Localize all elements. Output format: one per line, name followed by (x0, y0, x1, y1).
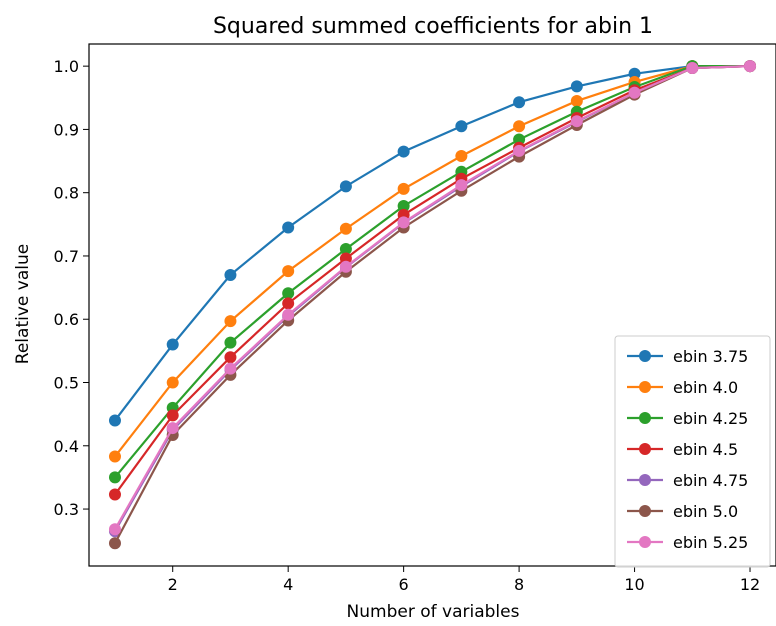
data-point-s2-p3 (282, 287, 295, 300)
legend-label-0: ebin 3.75 (673, 347, 748, 366)
data-point-s6-p1 (166, 422, 179, 435)
y-tick-label: 0.8 (54, 184, 79, 203)
data-point-s1-p6 (455, 149, 468, 162)
data-point-s6-p10 (686, 62, 699, 75)
data-point-s2-p7 (513, 133, 526, 146)
y-tick-label: 0.9 (54, 120, 79, 139)
data-point-s6-p5 (397, 216, 410, 229)
data-point-s6-p4 (339, 260, 352, 273)
data-point-s1-p2 (224, 315, 237, 328)
data-point-s0-p0 (108, 414, 121, 427)
data-point-s0-p4 (339, 180, 352, 193)
y-tick-label: 1.0 (54, 57, 79, 76)
data-point-s0-p8 (570, 80, 583, 93)
data-point-s6-p3 (282, 308, 295, 321)
data-point-s3-p1 (166, 409, 179, 422)
data-point-s6-p7 (513, 144, 526, 157)
data-point-s6-p6 (455, 179, 468, 192)
data-point-s0-p2 (224, 268, 237, 281)
data-point-s0-p9 (628, 67, 641, 80)
data-point-s6-p11 (744, 60, 757, 73)
legend-marker-3 (639, 443, 651, 455)
x-tick-label: 2 (168, 575, 178, 594)
x-tick-label: 6 (399, 575, 409, 594)
data-point-s1-p8 (570, 94, 583, 107)
y-tick-label: 0.4 (54, 437, 79, 456)
data-point-s1-p0 (108, 450, 121, 463)
data-point-s6-p9 (628, 86, 641, 99)
legend-marker-0 (639, 350, 651, 362)
data-point-s0-p1 (166, 338, 179, 351)
x-tick-label: 10 (624, 575, 644, 594)
y-tick-label: 0.3 (54, 500, 79, 519)
legend-marker-6 (639, 536, 651, 548)
legend-label-2: ebin 4.25 (673, 409, 748, 428)
data-point-s6-p2 (224, 362, 237, 375)
data-point-s3-p0 (108, 488, 121, 501)
legend: ebin 3.75 ebin 4.0 ebin 4.25 ebin 4.5 ebin 4… (614, 335, 771, 568)
data-point-s2-p4 (339, 243, 352, 256)
x-tick-label: 12 (740, 575, 760, 594)
legend-label-3: ebin 4.5 (673, 440, 738, 459)
series-line-6 (114, 65, 751, 530)
data-point-s6-p0 (108, 523, 121, 536)
data-point-s1-p4 (339, 222, 352, 235)
chart-title: Squared summed coefficients for abin 1 (213, 14, 653, 39)
data-point-s2-p5 (397, 199, 410, 212)
x-axis-label: Number of variables (347, 602, 520, 622)
data-point-s3-p3 (282, 297, 295, 310)
legend-label-5: ebin 5.0 (673, 502, 738, 521)
legend-marker-2 (639, 412, 651, 424)
series-line-5 (114, 65, 751, 544)
y-tick-label: 0.7 (54, 247, 79, 266)
data-point-s1-p1 (166, 376, 179, 389)
series-line-1 (114, 65, 751, 458)
data-point-s0-p6 (455, 120, 468, 133)
data-point-s1-p5 (397, 182, 410, 195)
data-point-s2-p2 (224, 336, 237, 349)
data-point-s6-p8 (570, 115, 583, 128)
plot-area-frame (88, 43, 776, 567)
series-line-0 (114, 65, 751, 422)
legend-box (614, 335, 771, 568)
y-tick-label: 0.6 (54, 310, 79, 329)
data-point-s0-p3 (282, 221, 295, 234)
legend-label-4: ebin 4.75 (673, 471, 748, 490)
data-point-s5-p0 (108, 537, 121, 550)
y-tick-label: 0.5 (54, 374, 79, 393)
data-point-s1-p7 (513, 120, 526, 133)
data-point-s3-p4 (339, 252, 352, 265)
legend-label-6: ebin 5.25 (673, 533, 748, 552)
legend-marker-1 (639, 381, 651, 393)
x-tick-label: 4 (283, 575, 293, 594)
legend-marker-4 (639, 474, 651, 486)
y-axis-label: Relative value (13, 244, 33, 364)
x-tick-label: 8 (514, 575, 524, 594)
legend-marker-5 (639, 505, 651, 517)
data-point-s3-p2 (224, 351, 237, 364)
data-point-s2-p0 (108, 471, 121, 484)
data-point-s0-p7 (513, 96, 526, 109)
series-line-2 (114, 65, 751, 479)
series-line-3 (114, 65, 751, 496)
data-point-s1-p3 (282, 265, 295, 278)
data-point-s0-p5 (397, 145, 410, 158)
legend-label-1: ebin 4.0 (673, 378, 738, 397)
